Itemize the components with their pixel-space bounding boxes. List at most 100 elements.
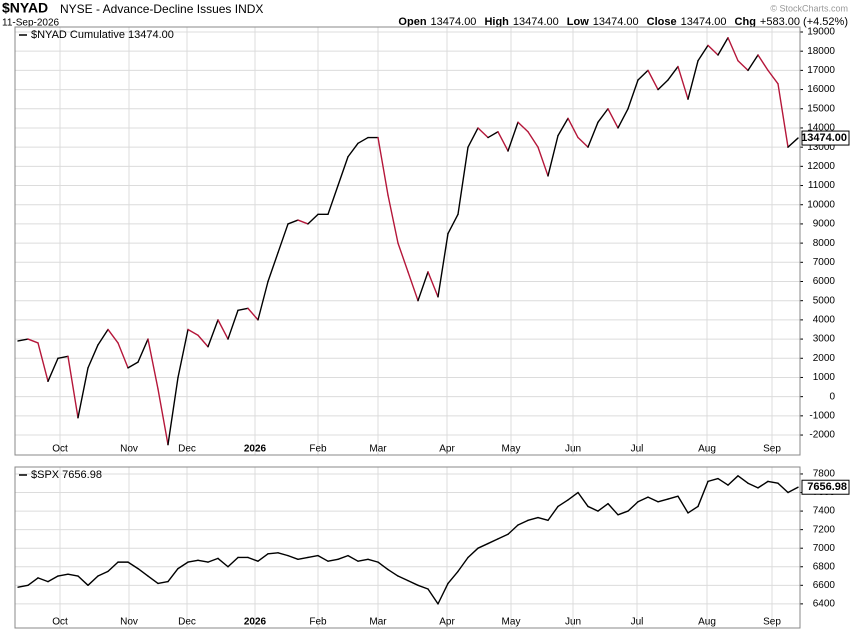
line-segment — [727, 475, 739, 486]
line-segment — [457, 146, 469, 216]
line-segment — [427, 271, 439, 298]
line-segment — [417, 271, 429, 302]
line-segment — [277, 223, 289, 254]
line-segment — [667, 495, 679, 500]
line-segment — [227, 309, 239, 340]
line-segment — [497, 533, 509, 540]
line-segment — [397, 242, 409, 273]
line-segment — [687, 505, 699, 514]
x-tick-label: Apr — [439, 617, 455, 628]
line-segment — [407, 271, 419, 302]
line-segment — [587, 121, 599, 148]
line-segment — [757, 480, 769, 489]
line-segment — [67, 573, 79, 577]
y-tick-label: 7800 — [813, 469, 836, 480]
line-segment — [487, 131, 499, 139]
line-segment — [707, 44, 719, 56]
symbol-name: NYSE - Advance-Decline Issues INDX — [60, 2, 263, 16]
line-segment — [617, 108, 629, 129]
line-segment — [717, 37, 729, 56]
line-segment — [657, 498, 669, 503]
line-segment — [527, 131, 539, 148]
line-segment — [477, 127, 489, 139]
line-segment — [117, 342, 129, 369]
legend-text: $NYAD Cumulative 13474.00 — [31, 29, 174, 41]
line-segment — [37, 342, 49, 382]
line-segment — [357, 558, 369, 562]
quote-label: Close — [647, 16, 677, 28]
line-segment — [467, 127, 479, 148]
line-segment — [667, 65, 679, 81]
line-segment — [177, 561, 189, 570]
y-tick-label: 15000 — [807, 103, 835, 114]
line-segment — [47, 575, 59, 583]
line-segment — [167, 567, 179, 583]
last-value-label: 7656.98 — [807, 481, 847, 493]
line-segment — [17, 584, 29, 588]
line-segment — [377, 136, 389, 196]
line-segment — [777, 482, 789, 494]
line-segment — [137, 567, 149, 577]
x-tick-label: Mar — [369, 617, 387, 628]
x-tick-label: Jun — [565, 444, 581, 455]
line-segment — [687, 60, 699, 100]
quote: +583.00 (+4.52%) Chg 13474.00 Close 13474.00… — [398, 16, 848, 28]
line-segment — [17, 338, 29, 342]
line-segment — [87, 344, 99, 369]
line-segment — [637, 496, 649, 503]
line-segment — [57, 573, 69, 577]
line-segment — [567, 491, 579, 501]
line-segment — [447, 570, 459, 585]
line-segment — [37, 577, 49, 583]
line-segment — [717, 477, 729, 486]
x-tick-label: Sep — [763, 617, 781, 628]
line-segment — [637, 69, 649, 81]
line-segment — [607, 502, 619, 516]
line-segment — [767, 480, 779, 484]
line-segment — [337, 554, 349, 561]
line-segment — [27, 338, 39, 344]
line-segment — [497, 131, 509, 152]
line-segment — [597, 502, 609, 512]
line-segment — [547, 134, 559, 177]
line-segment — [317, 554, 329, 562]
line-segment — [127, 361, 139, 369]
line-segment — [147, 338, 159, 390]
line-segment — [677, 65, 689, 100]
line-segment — [677, 495, 689, 514]
line-segment — [397, 575, 409, 582]
quote-value: 13474.00 — [431, 16, 477, 28]
line-segment — [137, 338, 149, 363]
line-segment — [177, 328, 189, 379]
line-segment — [367, 558, 379, 563]
y-tick-label: 0 — [829, 391, 835, 402]
line-segment — [647, 496, 659, 503]
line-segment — [437, 232, 449, 298]
x-tick-label: 2026 — [244, 617, 267, 628]
line-segment — [557, 499, 569, 508]
y-tick-label: 7000 — [813, 257, 836, 268]
y-tick-label: 8000 — [813, 238, 836, 249]
line-segment — [27, 577, 39, 587]
line-segment — [197, 559, 209, 563]
y-tick-label: 6600 — [813, 580, 836, 591]
line-segment — [247, 307, 259, 321]
line-segment — [327, 184, 339, 216]
y-tick-label: 6400 — [813, 599, 836, 610]
y-tick-label: 12000 — [807, 161, 835, 172]
line-segment — [297, 219, 309, 225]
line-segment — [477, 542, 489, 549]
panel-frame — [14, 26, 801, 456]
line-segment — [267, 552, 279, 555]
line-segment — [107, 561, 119, 573]
line-segment — [727, 37, 739, 62]
quote-label: Open — [398, 16, 426, 28]
line-segment — [407, 579, 419, 587]
line-segment — [107, 328, 119, 344]
line-segment — [517, 121, 529, 133]
y-tick-label: 7200 — [813, 524, 836, 535]
line-segment — [97, 570, 109, 577]
line-segment — [617, 510, 629, 516]
line-segment — [207, 557, 219, 563]
